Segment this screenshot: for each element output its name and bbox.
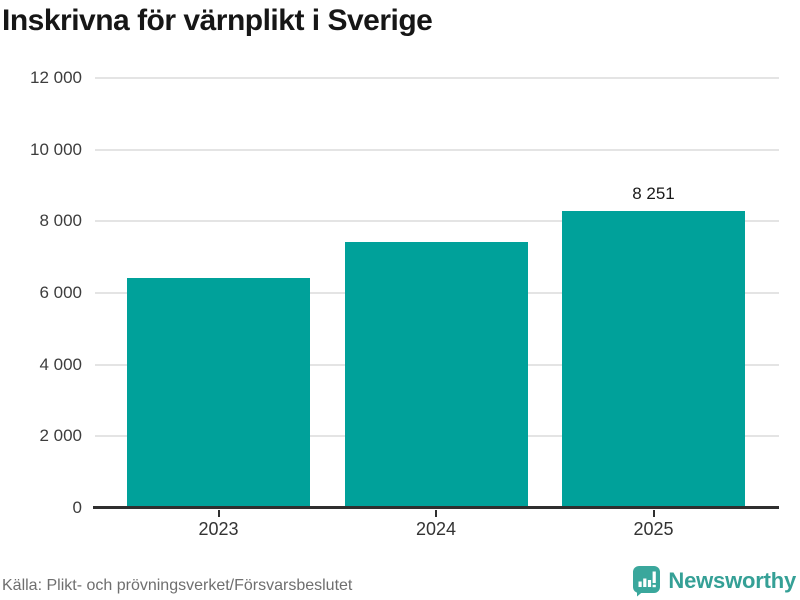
x-tick [652,510,655,517]
y-tick-label: 10 000 [30,139,82,159]
source-text: Källa: Plikt- och prövningsverket/Försva… [2,577,353,594]
newsworthy-logo[interactable]: Newsworthy [632,564,796,598]
plot-area: 8 251 [93,77,779,509]
y-tick-label: 2 000 [39,426,82,446]
x-tick-label-2025: 2025 [633,519,674,539]
bar-2024 [344,242,528,507]
x-tick [217,510,220,517]
y-tick-label: 12 000 [30,68,82,87]
y-tick-label: 4 000 [39,354,82,374]
x-tick-label-2023: 2023 [198,519,239,539]
brand-name: Newsworthy [668,568,796,593]
x-axis-line [93,506,779,509]
newsworthy-icon [633,566,661,597]
bar-value-label-2025: 8 251 [632,184,675,203]
x-tick-label-2024: 2024 [415,519,457,539]
y-tick-label: 8 000 [39,211,82,231]
bar-2023 [127,278,310,507]
gridline-8000 [95,220,779,223]
bar-2025 [562,211,745,507]
x-tick [435,510,437,517]
y-tick-label: 0 [72,498,82,517]
gridline-10000 [95,148,779,151]
chart-title: Inskrivna för värnplikt i Sverige [2,4,433,37]
gridline-12000 [95,77,779,79]
y-tick-label: 6 000 [39,283,82,302]
